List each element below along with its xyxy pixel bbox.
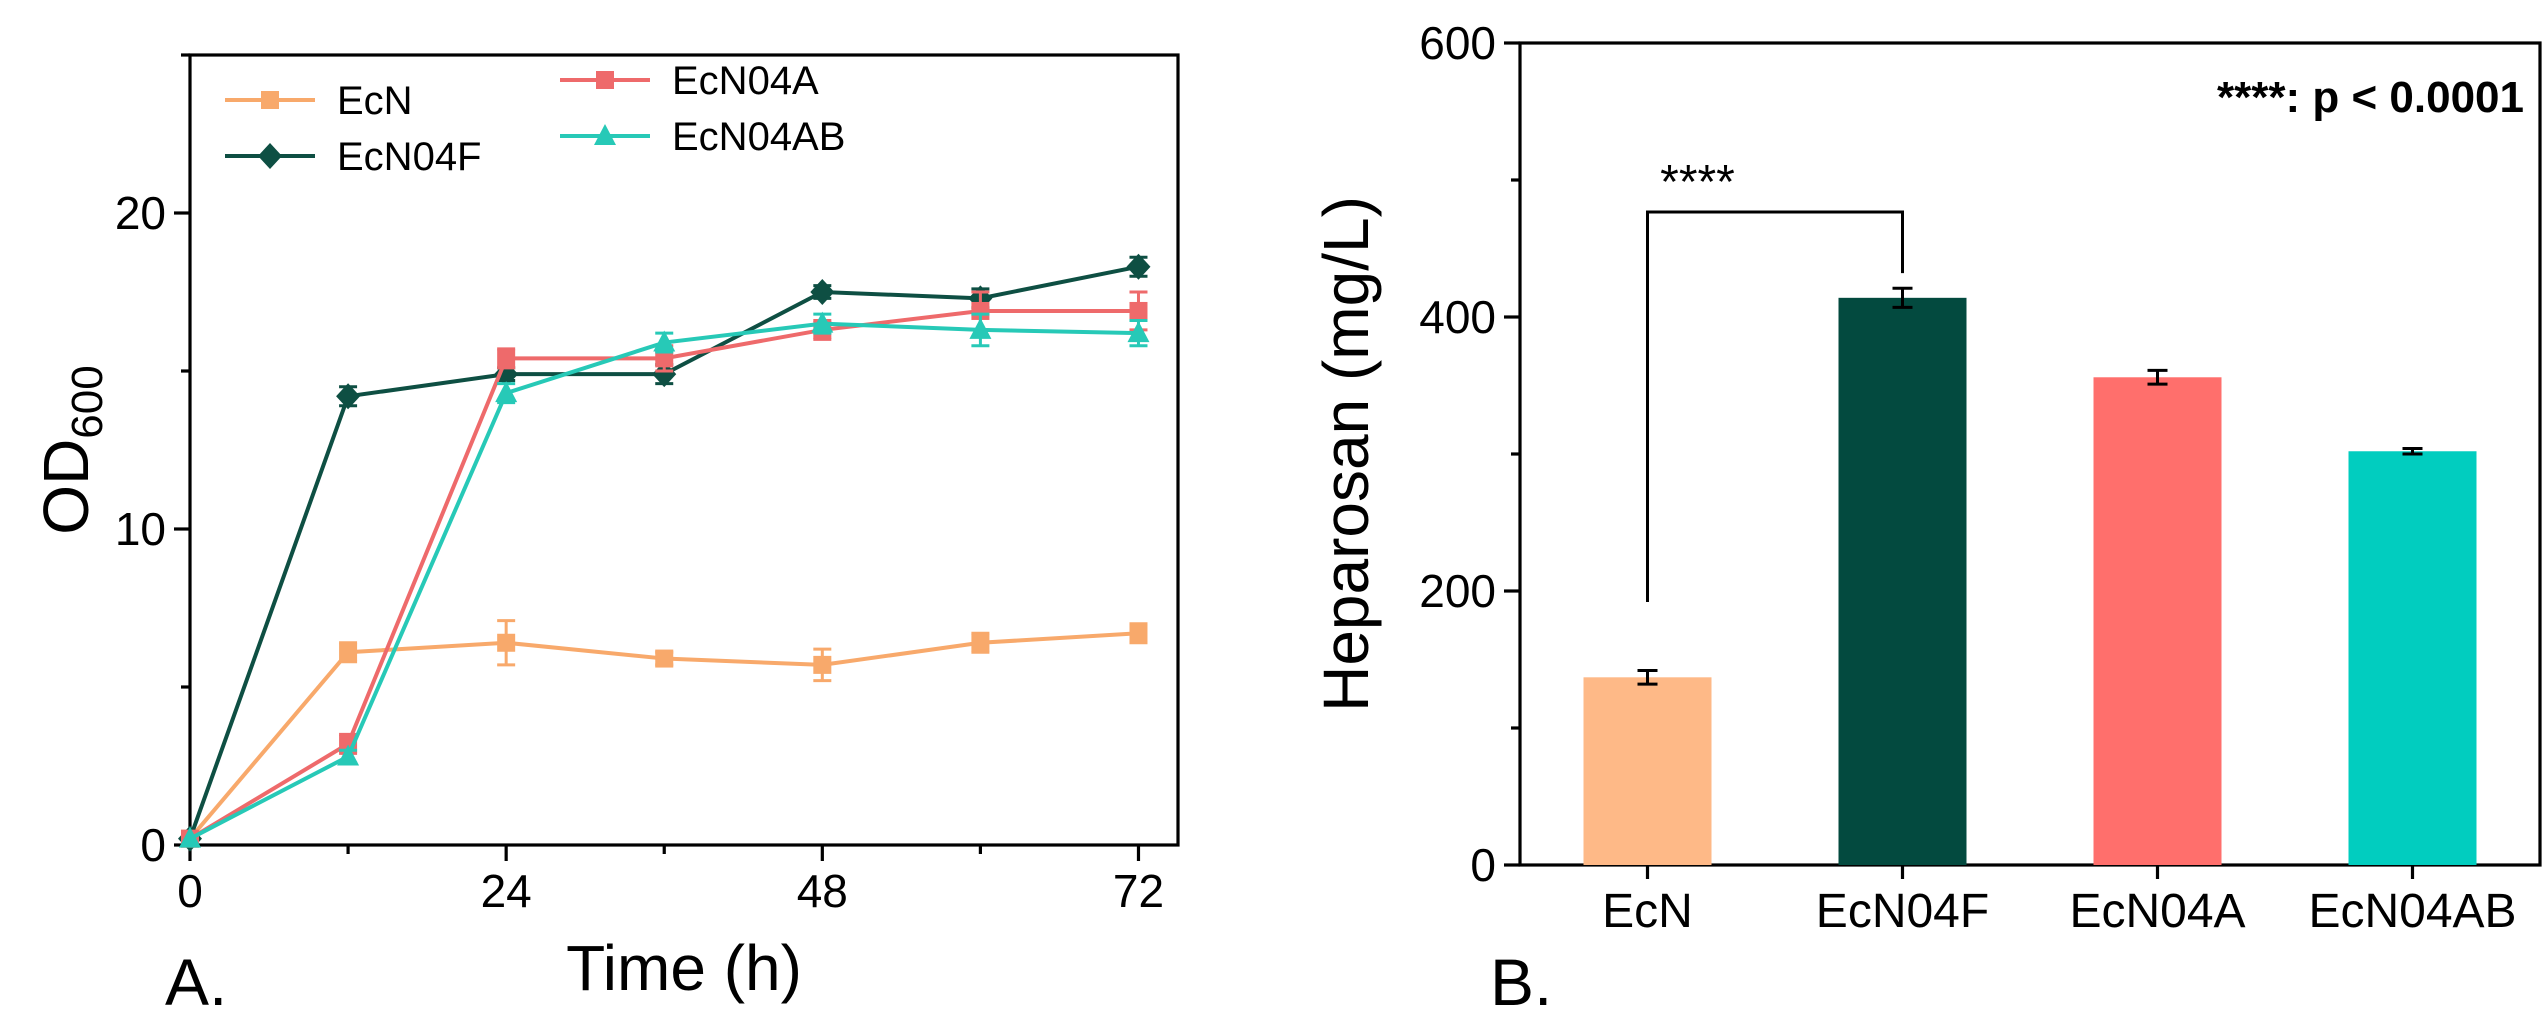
marker-triangle bbox=[811, 311, 834, 333]
marker-triangle bbox=[969, 317, 992, 339]
x-tick-label-a: 0 bbox=[177, 865, 203, 917]
legend-label: EcN bbox=[337, 79, 413, 123]
plot-frame-a bbox=[188, 53, 1180, 847]
marker-triangle bbox=[594, 124, 616, 145]
marker-diamond bbox=[336, 383, 361, 410]
y-axis-title-a: OD600 bbox=[30, 365, 112, 534]
legend-a: EcN EcN04F EcN04A EcN04AB bbox=[225, 59, 845, 179]
y-axis-title-subscript: 600 bbox=[63, 365, 112, 438]
x-tick-label-b: EcN04AB bbox=[2308, 885, 2516, 938]
significance-stars: **** bbox=[1660, 156, 1735, 209]
marker-diamond bbox=[652, 361, 677, 388]
series-ecn04ab bbox=[179, 311, 1150, 848]
x-tick-label-a: 48 bbox=[797, 865, 848, 917]
legend-label: EcN04F bbox=[337, 135, 482, 179]
legend-item-ecn04f: EcN04F bbox=[225, 135, 482, 179]
y-axis-title-main: OD bbox=[30, 439, 102, 535]
marker-square bbox=[339, 643, 358, 662]
y-tick-label-b: 400 bbox=[1419, 291, 1496, 343]
legend-item-ecn04ab: EcN04AB bbox=[560, 115, 845, 159]
y-tick-label-b: 200 bbox=[1419, 565, 1496, 617]
marker-square bbox=[813, 655, 832, 674]
y-tick-label-b: 0 bbox=[1470, 839, 1496, 891]
axes-a: 0 24 48 72 0 10 20 bbox=[115, 53, 1180, 917]
marker-triangle bbox=[337, 744, 360, 766]
x-axis-title-a: Time (h) bbox=[566, 932, 802, 1004]
marker-square bbox=[497, 633, 516, 652]
panel-label-a: A. bbox=[165, 945, 227, 1019]
x-tick-label-a: 24 bbox=[481, 865, 532, 917]
series-line-ecn04ab bbox=[189, 321, 1139, 841]
panel-label-b: B. bbox=[1490, 945, 1552, 1019]
x-tick-label-b: EcN04F bbox=[1816, 885, 1989, 938]
marker-square bbox=[596, 71, 614, 89]
legend-label: EcN04AB bbox=[672, 115, 845, 159]
p-value-annotation: ****: p < 0.0001 bbox=[2217, 73, 2524, 122]
marker-square bbox=[655, 649, 674, 668]
marker-square bbox=[497, 349, 516, 368]
legend-item-ecn04a: EcN04A bbox=[560, 59, 819, 103]
y-tick-label-a: 20 bbox=[115, 187, 166, 239]
bar-chart-panel: 0 200 400 600 EcN EcN04F EcN04A EcN04AB **** He… bbox=[1310, 17, 2542, 1019]
marker-diamond bbox=[1126, 253, 1151, 280]
marker-triangle bbox=[179, 826, 201, 848]
marker-square bbox=[1129, 301, 1148, 320]
series-line-ecn04a bbox=[188, 308, 1139, 841]
y-tick-label-a: 10 bbox=[115, 503, 166, 555]
marker-square bbox=[655, 349, 674, 368]
bars-group bbox=[1583, 286, 2477, 865]
significance-bracket: **** bbox=[1646, 156, 1904, 602]
marker-triangle bbox=[1127, 321, 1150, 343]
line-chart-panel: 0 24 48 72 0 10 20 EcN EcN04F EcN04A EcN04AB Time… bbox=[30, 53, 1180, 1019]
marker-triangle bbox=[495, 381, 518, 403]
bar-ecn04ab bbox=[2348, 451, 2477, 865]
series-ecn04a bbox=[181, 290, 1148, 848]
legend-item-ecn: EcN bbox=[225, 79, 413, 123]
marker-square bbox=[971, 633, 990, 652]
legend-label: EcN04A bbox=[672, 59, 819, 103]
x-tick-label-b: EcN bbox=[1602, 885, 1693, 938]
series-group-a bbox=[178, 253, 1151, 852]
y-tick-label-a: 0 bbox=[140, 819, 166, 871]
x-tick-label-a: 72 bbox=[1113, 865, 1164, 917]
marker-triangle bbox=[653, 330, 676, 352]
marker-diamond bbox=[810, 279, 835, 305]
y-axis-title-b: Heparosan (mg/L) bbox=[1310, 196, 1382, 712]
marker-square bbox=[1129, 624, 1148, 643]
marker-square bbox=[261, 91, 279, 109]
marker-diamond bbox=[258, 143, 282, 169]
y-tick-label-b: 600 bbox=[1419, 17, 1496, 69]
axes-b: 0 200 400 600 EcN EcN04F EcN04A EcN04AB bbox=[1419, 17, 2542, 938]
bar-ecn04f bbox=[1838, 297, 1967, 865]
bar-ecn bbox=[1583, 677, 1712, 865]
x-tick-label-b: EcN04A bbox=[2069, 885, 2245, 938]
series-ecn bbox=[181, 619, 1148, 848]
bar-ecn04a bbox=[2093, 377, 2222, 865]
bracket-line bbox=[1646, 210, 1904, 602]
